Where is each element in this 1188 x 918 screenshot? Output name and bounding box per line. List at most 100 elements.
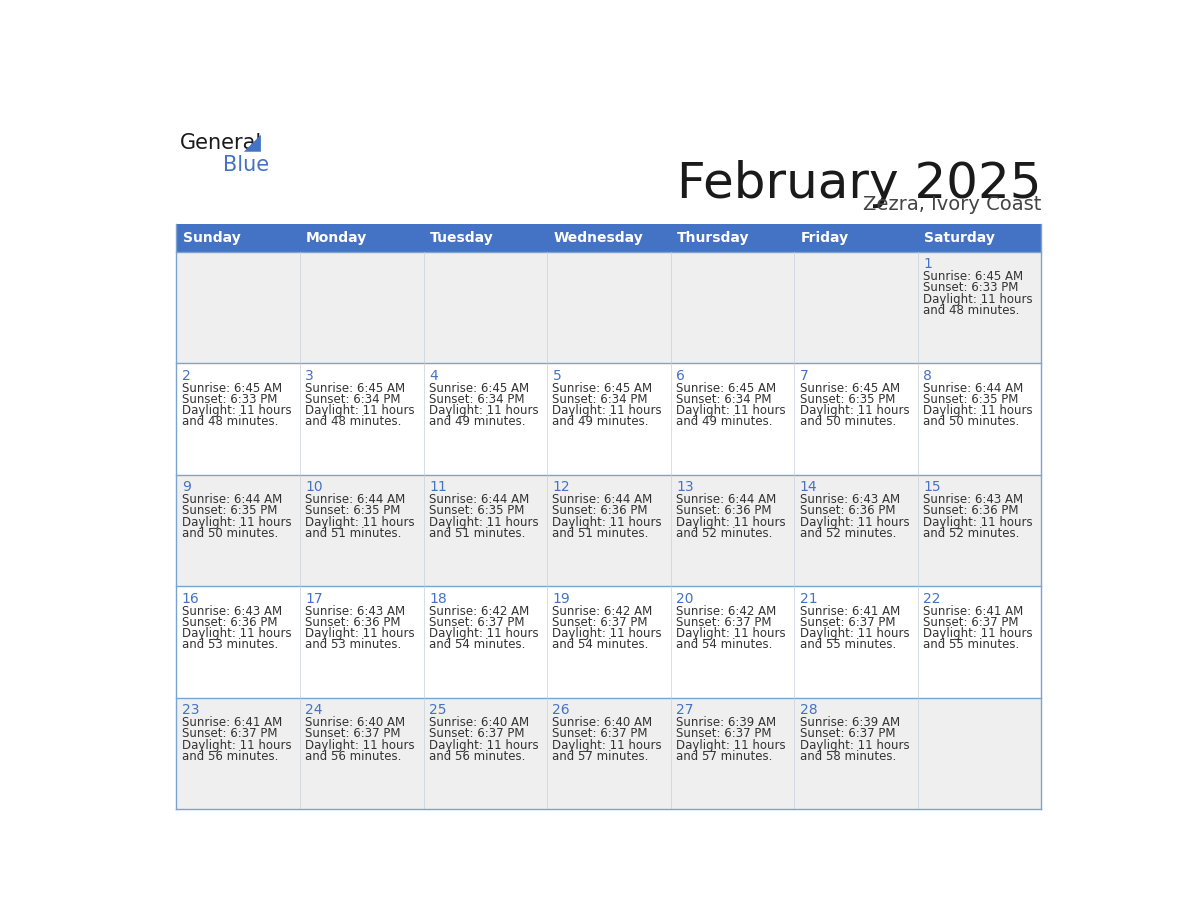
Bar — [176, 587, 1042, 698]
Text: Sunset: 6:36 PM: Sunset: 6:36 PM — [182, 616, 277, 629]
Text: Sunset: 6:33 PM: Sunset: 6:33 PM — [923, 282, 1018, 295]
Text: Sunset: 6:37 PM: Sunset: 6:37 PM — [800, 616, 895, 629]
Text: Daylight: 11 hours: Daylight: 11 hours — [182, 739, 291, 752]
Text: 24: 24 — [305, 703, 323, 717]
Text: 28: 28 — [800, 703, 817, 717]
Text: Daylight: 11 hours: Daylight: 11 hours — [800, 627, 909, 640]
Text: Sunrise: 6:42 AM: Sunrise: 6:42 AM — [429, 605, 529, 618]
Text: Sunrise: 6:42 AM: Sunrise: 6:42 AM — [552, 605, 652, 618]
Text: and 54 minutes.: and 54 minutes. — [429, 638, 525, 651]
Text: Daylight: 11 hours: Daylight: 11 hours — [676, 739, 785, 752]
Text: Sunday: Sunday — [183, 231, 240, 245]
Text: 19: 19 — [552, 592, 570, 606]
Text: Sunrise: 6:44 AM: Sunrise: 6:44 AM — [923, 382, 1023, 395]
Text: Sunrise: 6:43 AM: Sunrise: 6:43 AM — [305, 605, 405, 618]
Text: and 50 minutes.: and 50 minutes. — [923, 415, 1019, 429]
Text: and 49 minutes.: and 49 minutes. — [676, 415, 772, 429]
Text: 10: 10 — [305, 480, 323, 494]
Text: Daylight: 11 hours: Daylight: 11 hours — [552, 516, 662, 529]
Bar — [176, 698, 1042, 810]
Text: and 51 minutes.: and 51 minutes. — [429, 527, 525, 540]
Text: Sunrise: 6:45 AM: Sunrise: 6:45 AM — [800, 382, 899, 395]
Text: Sunset: 6:36 PM: Sunset: 6:36 PM — [800, 505, 895, 518]
Text: Sunset: 6:36 PM: Sunset: 6:36 PM — [923, 505, 1018, 518]
Text: Sunset: 6:37 PM: Sunset: 6:37 PM — [429, 727, 524, 741]
Text: Daylight: 11 hours: Daylight: 11 hours — [182, 516, 291, 529]
Bar — [795, 224, 918, 252]
Text: Sunrise: 6:45 AM: Sunrise: 6:45 AM — [923, 270, 1023, 284]
Text: Sunrise: 6:44 AM: Sunrise: 6:44 AM — [305, 493, 405, 507]
Text: Sunset: 6:37 PM: Sunset: 6:37 PM — [552, 727, 647, 741]
Text: 18: 18 — [429, 592, 447, 606]
Text: 16: 16 — [182, 592, 200, 606]
Text: 13: 13 — [676, 480, 694, 494]
Text: 1: 1 — [923, 257, 933, 271]
Text: Sunrise: 6:43 AM: Sunrise: 6:43 AM — [182, 605, 282, 618]
Text: Daylight: 11 hours: Daylight: 11 hours — [429, 516, 538, 529]
Text: Daylight: 11 hours: Daylight: 11 hours — [182, 404, 291, 417]
Text: and 55 minutes.: and 55 minutes. — [800, 638, 896, 651]
Bar — [176, 224, 299, 252]
Text: and 48 minutes.: and 48 minutes. — [923, 304, 1019, 317]
Text: Sunrise: 6:40 AM: Sunrise: 6:40 AM — [552, 716, 652, 729]
Text: Sunset: 6:37 PM: Sunset: 6:37 PM — [923, 616, 1018, 629]
Text: 27: 27 — [676, 703, 694, 717]
Polygon shape — [244, 135, 261, 151]
Text: Wednesday: Wednesday — [554, 231, 643, 245]
Text: 20: 20 — [676, 592, 694, 606]
Text: 9: 9 — [182, 480, 191, 494]
Text: Daylight: 11 hours: Daylight: 11 hours — [305, 739, 415, 752]
Text: Daylight: 11 hours: Daylight: 11 hours — [182, 627, 291, 640]
Text: Sunrise: 6:40 AM: Sunrise: 6:40 AM — [305, 716, 405, 729]
Text: and 51 minutes.: and 51 minutes. — [552, 527, 649, 540]
Text: Sunrise: 6:45 AM: Sunrise: 6:45 AM — [305, 382, 405, 395]
Text: Daylight: 11 hours: Daylight: 11 hours — [676, 516, 785, 529]
Text: 5: 5 — [552, 369, 561, 383]
Text: Daylight: 11 hours: Daylight: 11 hours — [800, 516, 909, 529]
Text: and 56 minutes.: and 56 minutes. — [305, 750, 402, 763]
Text: and 58 minutes.: and 58 minutes. — [800, 750, 896, 763]
Text: Blue: Blue — [223, 155, 268, 174]
Bar — [546, 224, 671, 252]
Text: General: General — [181, 133, 263, 153]
Text: Sunset: 6:35 PM: Sunset: 6:35 PM — [800, 393, 895, 406]
Text: Daylight: 11 hours: Daylight: 11 hours — [923, 404, 1032, 417]
Text: Monday: Monday — [307, 231, 367, 245]
Text: 21: 21 — [800, 592, 817, 606]
Text: Zezra, Ivory Coast: Zezra, Ivory Coast — [862, 195, 1042, 214]
Text: Daylight: 11 hours: Daylight: 11 hours — [429, 627, 538, 640]
Text: Sunset: 6:36 PM: Sunset: 6:36 PM — [305, 616, 400, 629]
Text: Daylight: 11 hours: Daylight: 11 hours — [552, 739, 662, 752]
Text: Daylight: 11 hours: Daylight: 11 hours — [800, 739, 909, 752]
Text: and 51 minutes.: and 51 minutes. — [305, 527, 402, 540]
Text: and 56 minutes.: and 56 minutes. — [429, 750, 525, 763]
Bar — [423, 224, 546, 252]
Text: Sunrise: 6:39 AM: Sunrise: 6:39 AM — [800, 716, 899, 729]
Text: Sunrise: 6:41 AM: Sunrise: 6:41 AM — [182, 716, 282, 729]
Text: Daylight: 11 hours: Daylight: 11 hours — [552, 627, 662, 640]
Text: Sunset: 6:36 PM: Sunset: 6:36 PM — [552, 505, 647, 518]
Text: 3: 3 — [305, 369, 314, 383]
Text: Sunset: 6:37 PM: Sunset: 6:37 PM — [552, 616, 647, 629]
Text: and 55 minutes.: and 55 minutes. — [923, 638, 1019, 651]
Text: Sunset: 6:33 PM: Sunset: 6:33 PM — [182, 393, 277, 406]
Text: Sunset: 6:37 PM: Sunset: 6:37 PM — [676, 616, 771, 629]
Text: Daylight: 11 hours: Daylight: 11 hours — [923, 627, 1032, 640]
Text: Sunrise: 6:43 AM: Sunrise: 6:43 AM — [800, 493, 899, 507]
Text: and 53 minutes.: and 53 minutes. — [182, 638, 278, 651]
Text: Friday: Friday — [801, 231, 848, 245]
Text: Sunrise: 6:43 AM: Sunrise: 6:43 AM — [923, 493, 1023, 507]
Text: Daylight: 11 hours: Daylight: 11 hours — [305, 404, 415, 417]
Text: 23: 23 — [182, 703, 200, 717]
Text: and 48 minutes.: and 48 minutes. — [182, 415, 278, 429]
Text: Thursday: Thursday — [677, 231, 750, 245]
Text: Saturday: Saturday — [924, 231, 994, 245]
Bar — [176, 364, 1042, 475]
Bar — [671, 224, 795, 252]
Text: Sunset: 6:35 PM: Sunset: 6:35 PM — [182, 505, 277, 518]
Text: Daylight: 11 hours: Daylight: 11 hours — [676, 627, 785, 640]
Text: Tuesday: Tuesday — [430, 231, 493, 245]
Text: Sunrise: 6:44 AM: Sunrise: 6:44 AM — [676, 493, 776, 507]
Text: Sunset: 6:34 PM: Sunset: 6:34 PM — [305, 393, 400, 406]
Text: 4: 4 — [429, 369, 437, 383]
